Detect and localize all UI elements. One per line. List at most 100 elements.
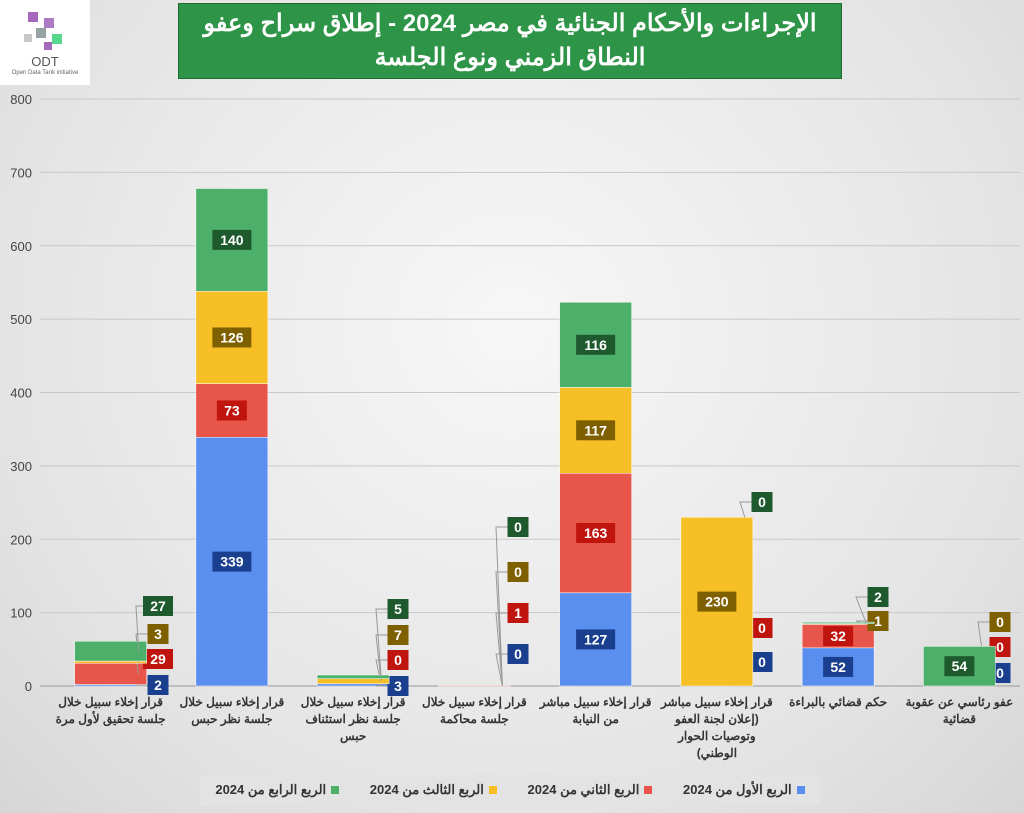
logo-subtitle: Open Data Tank initiative	[11, 70, 79, 76]
data-label: 73	[224, 402, 240, 418]
data-label-box	[216, 400, 247, 421]
data-label: 32	[830, 628, 846, 644]
x-tick-label-wrap: قرار إخلاء سبيل خلال جلسة نظر استئناف حب…	[300, 695, 406, 743]
data-label: 29	[150, 651, 166, 667]
bar-segment	[74, 660, 147, 664]
bar-segment	[801, 621, 875, 624]
y-tick-label: 300	[10, 459, 32, 474]
x-tick-label-wrap: قرار إخلاء سبيل خلال جلسة تحقيق لأول مرة	[55, 695, 166, 726]
logo-text: ODT	[31, 54, 59, 69]
x-tick-label-wrap: حكم قضائي بالبراءة	[789, 695, 888, 709]
data-label: 1	[874, 613, 882, 629]
data-label-box	[212, 327, 252, 348]
data-label: 27	[150, 598, 166, 614]
data-label-box	[867, 587, 889, 607]
data-label-box	[867, 611, 889, 631]
x-tick-label: قرار إخلاء سبيل خلال جلسة نظر استئناف حب…	[300, 695, 406, 743]
legend-item: الربع الثاني من 2024	[528, 782, 653, 798]
y-tick-label: 700	[10, 165, 32, 180]
data-label: 339	[220, 554, 244, 570]
data-label: 0	[758, 620, 766, 636]
data-label: 116	[584, 337, 607, 353]
leader-line	[375, 634, 388, 682]
y-tick-label: 600	[10, 239, 32, 254]
data-label: 0	[394, 652, 402, 668]
leader-line	[855, 596, 868, 624]
legend-swatch	[488, 786, 497, 794]
data-label: 230	[705, 594, 729, 610]
data-label: 5	[394, 601, 402, 617]
x-tick-label: قرار إخلاء سبيل مباشر من النيابة	[539, 695, 652, 726]
bar-segment	[316, 678, 390, 685]
x-tick-label: قرار إخلاء سبيل خلال جلسة تحقيق لأول مرة	[55, 695, 166, 726]
data-label-box	[576, 334, 616, 355]
odt-logo: ODT Open Data Tank initiative	[0, 0, 90, 85]
y-tick-label: 0	[25, 679, 32, 694]
bar-segment	[74, 663, 147, 685]
x-tick-label: قرار إخلاء سبيل خلال جلسة محاكمة	[422, 695, 527, 726]
legend: الربع الأول من 2024 الربع الثاني من 2024 ا…	[200, 775, 820, 805]
data-label-box	[989, 612, 1011, 632]
data-label: 3	[154, 626, 162, 642]
data-label: 0	[514, 519, 522, 535]
x-tick-label-wrap: قرار إخلاء سبيل مباشر من النيابة	[539, 695, 652, 726]
data-label: 1	[514, 605, 522, 621]
x-tick-label-wrap: قرار إخلاء سبيل مباشر (إعلان لجنة العفو …	[660, 695, 773, 760]
x-tick-label-wrap: قرار إخلاء سبيل خلال جلسة محاكمة	[422, 695, 527, 726]
data-label-box	[507, 517, 529, 537]
y-tick-label: 400	[10, 386, 32, 401]
legend-item: الربع الرابع من 2024	[215, 782, 340, 798]
data-label: 52	[830, 659, 846, 675]
data-label-box	[387, 676, 409, 696]
x-tick-label: قرار إخلاء سبيل خلال جلسة نظر حبس	[179, 695, 285, 726]
data-label: 163	[584, 525, 608, 541]
leader-line	[375, 608, 388, 677]
data-label-box	[212, 229, 252, 250]
legend-label: الربع الرابع من 2024	[215, 782, 327, 797]
data-label-box	[387, 650, 409, 670]
data-label-box	[576, 523, 616, 544]
legend-swatch	[796, 786, 805, 794]
data-label-box	[751, 618, 773, 638]
data-label: 126	[220, 329, 244, 345]
data-label-box	[576, 629, 616, 650]
data-label: 54	[952, 658, 968, 674]
chart-subtitle: النطاق الزمني ونوع الجلسة	[374, 44, 646, 71]
data-label-box	[507, 603, 529, 623]
leader-line	[375, 684, 388, 687]
data-label: 140	[220, 232, 244, 248]
leader-line	[495, 653, 508, 687]
data-label-box	[143, 649, 173, 669]
data-label-box	[751, 492, 773, 512]
chart-title-box: الإجراءات والأحكام الجنائية في مصر 2024 …	[178, 3, 842, 79]
legend-label: الربع الثاني من 2024	[527, 782, 640, 797]
y-tick-label: 500	[10, 312, 32, 327]
data-label-box	[143, 596, 173, 616]
data-label: 117	[584, 422, 607, 438]
data-label-box	[147, 624, 169, 644]
bar-segment	[74, 640, 147, 662]
bar-segment	[316, 674, 390, 679]
data-label-box	[387, 625, 409, 645]
legend-swatch	[644, 786, 653, 794]
data-label-box	[507, 562, 529, 582]
legend-item: الربع الثالث من 2024	[370, 782, 497, 798]
x-tick-label-wrap: عفو رئاسي عن عقوبة قضائية	[905, 695, 1014, 726]
leader-line	[495, 526, 508, 686]
data-label: 2	[874, 589, 882, 605]
legend-item: الربع الأول من 2024	[683, 782, 805, 798]
data-label: 2	[154, 677, 162, 693]
x-tick-label: عفو رئاسي عن عقوبة قضائية	[905, 695, 1014, 726]
x-tick-label: قرار إخلاء سبيل مباشر (إعلان لجنة العفو …	[660, 695, 773, 760]
data-label: 0	[758, 494, 766, 510]
bar-segment	[438, 685, 511, 687]
data-label-box	[387, 599, 409, 619]
data-label-box	[944, 656, 975, 677]
chart-title: الإجراءات والأحكام الجنائية في مصر 2024 …	[203, 10, 817, 37]
data-label: 0	[514, 564, 522, 580]
x-tick-label: حكم قضائي بالبراءة	[789, 695, 888, 709]
y-tick-label: 800	[10, 92, 32, 107]
legend-label: الربع الأول من 2024	[683, 782, 792, 797]
data-label-box	[697, 591, 737, 612]
